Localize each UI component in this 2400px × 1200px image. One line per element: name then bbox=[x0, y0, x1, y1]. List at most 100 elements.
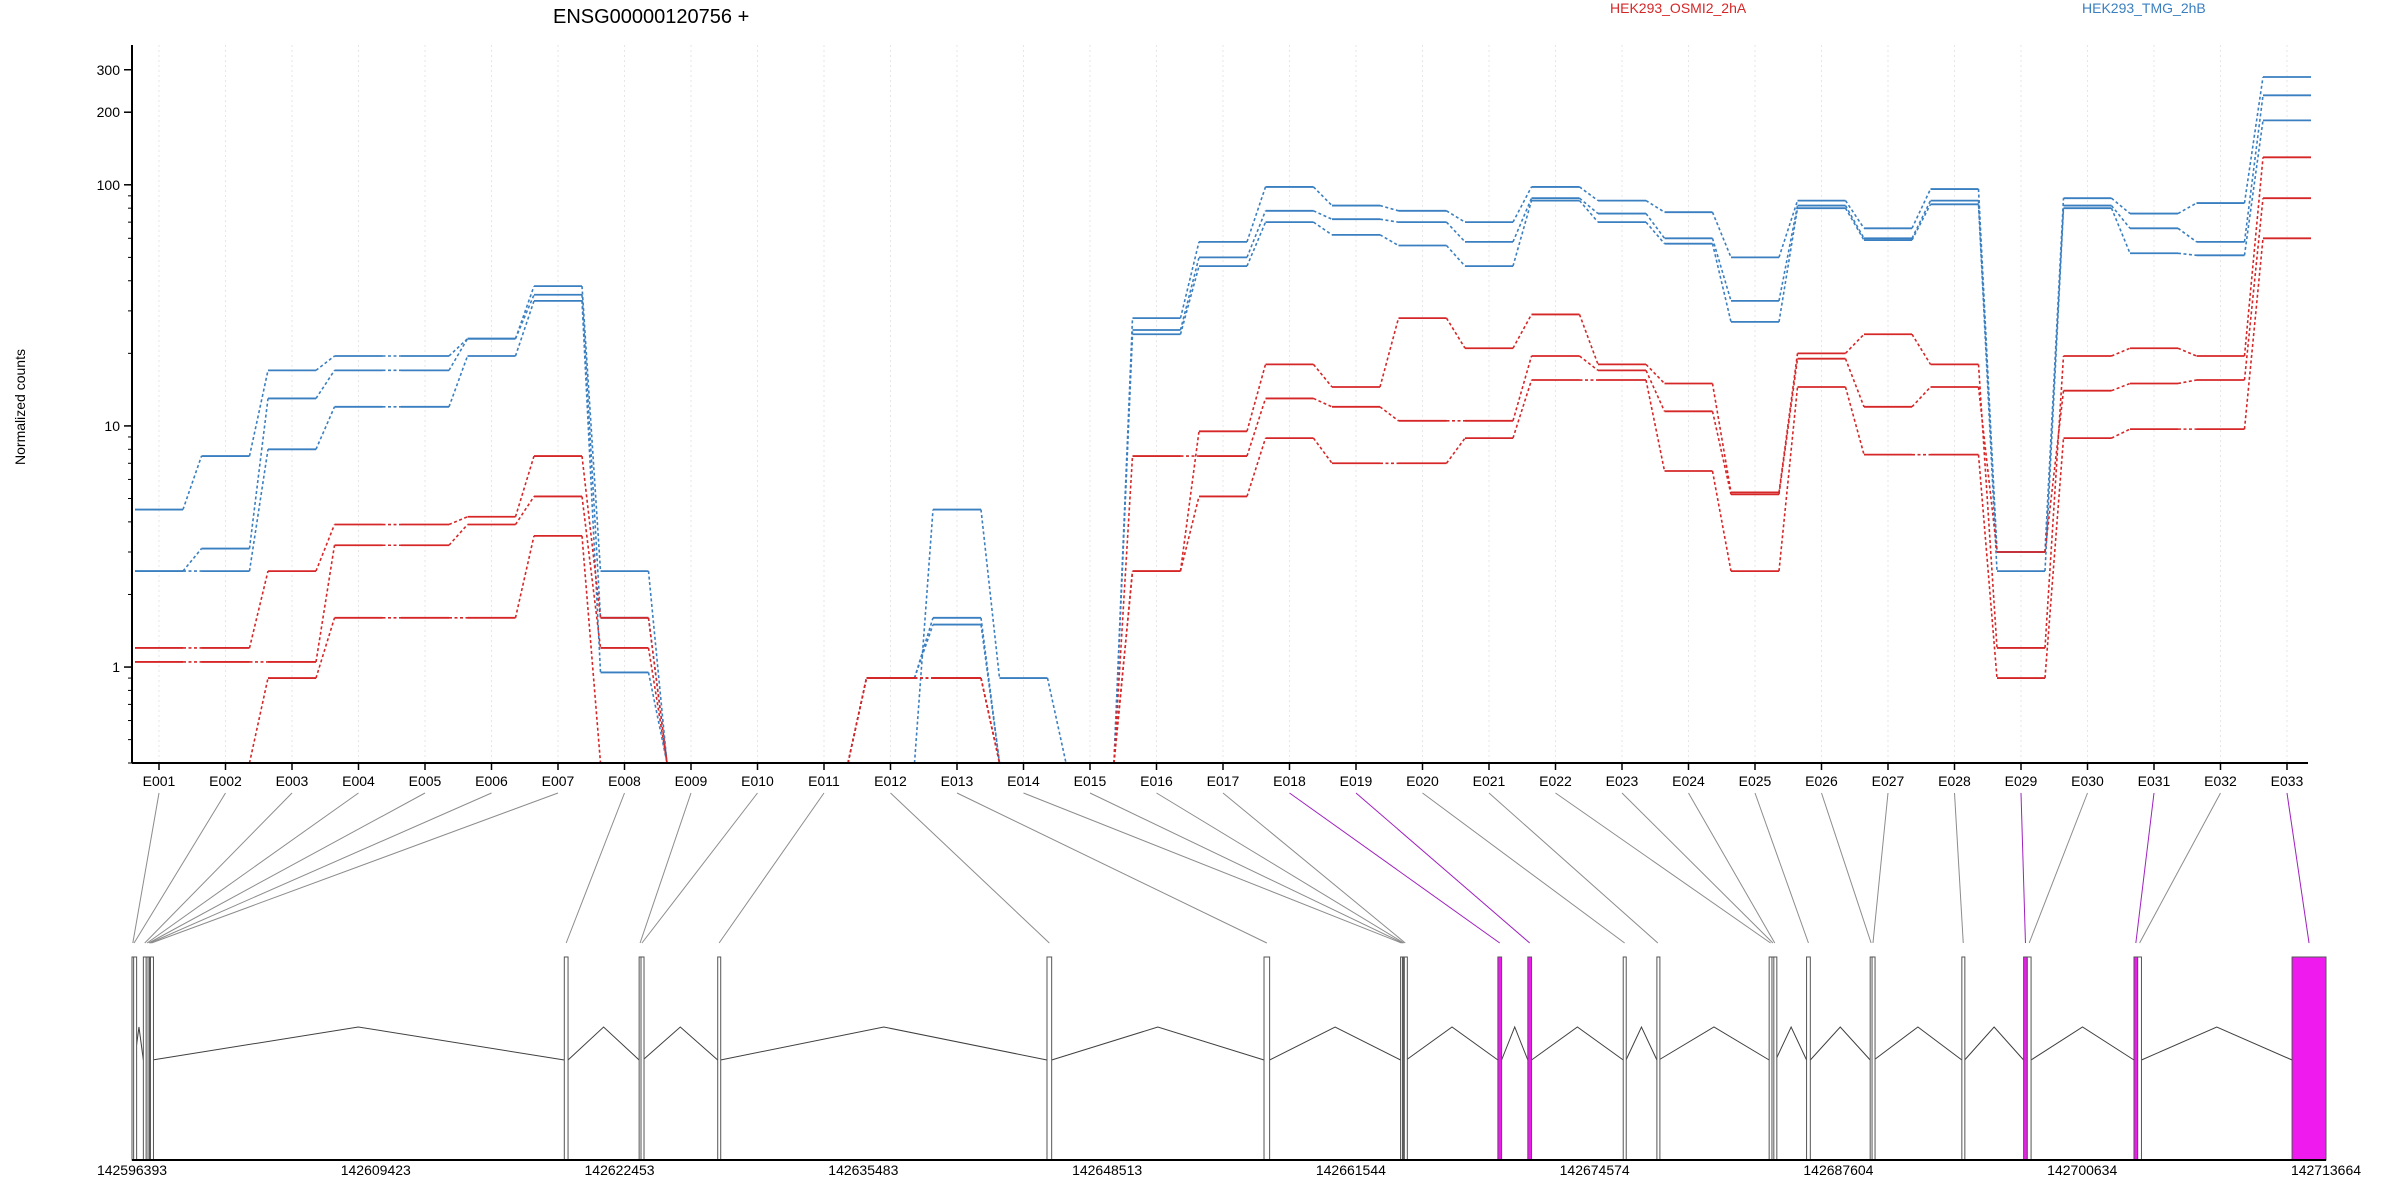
series-connector bbox=[248, 570, 269, 649]
x-tick-label: E008 bbox=[608, 773, 641, 789]
series-connector bbox=[248, 449, 269, 572]
series-connector bbox=[2243, 198, 2264, 381]
series-connector bbox=[1113, 334, 1134, 764]
exon-link bbox=[2286, 792, 2310, 944]
intron bbox=[2141, 1026, 2293, 1061]
legend-label-tmg: HEK293_TMG_2hB bbox=[2082, 0, 2206, 16]
genomic-tick-label: 142648513 bbox=[1072, 1162, 1142, 1178]
exon-link bbox=[1289, 792, 1501, 944]
series-connector bbox=[913, 624, 934, 679]
series-connector bbox=[1246, 186, 1267, 243]
series-connector bbox=[315, 524, 336, 572]
exon-block bbox=[2133, 956, 2139, 1161]
exon-link bbox=[132, 792, 160, 944]
series-connector bbox=[1046, 677, 1067, 764]
exon-block bbox=[2291, 956, 2327, 1161]
genomic-tick-label: 142596393 bbox=[97, 1162, 167, 1178]
series-connector bbox=[1711, 470, 1732, 572]
x-axis: E001 E002 E003 E004 E005 E006 E007 E008 E009 E010… bbox=[132, 762, 2308, 789]
series-connector bbox=[2044, 208, 2065, 572]
y-axis-label: Normalized counts bbox=[12, 349, 28, 465]
series-connector bbox=[1246, 221, 1267, 267]
exon-block bbox=[1806, 956, 1811, 1161]
y-tick-label: 10 bbox=[104, 418, 120, 434]
series-connector bbox=[1711, 238, 1732, 302]
series-connector bbox=[1977, 204, 1998, 572]
series-connector bbox=[1911, 203, 1932, 241]
exon-link bbox=[133, 792, 226, 944]
series-connector bbox=[1113, 571, 1134, 764]
exon-block bbox=[563, 956, 569, 1161]
x-tick-label: E030 bbox=[2071, 773, 2104, 789]
x-tick-label: E009 bbox=[675, 773, 708, 789]
series-connector bbox=[2243, 157, 2264, 357]
series-connector bbox=[1977, 364, 1998, 649]
y-tick-label: 1 bbox=[112, 659, 120, 675]
series-connector bbox=[1844, 200, 1865, 229]
series-connector bbox=[1179, 257, 1200, 331]
series-connector bbox=[514, 300, 535, 357]
x-tick-label: E025 bbox=[1739, 773, 1772, 789]
legend-label-osmi: HEK293_OSMI2_2hA bbox=[1610, 0, 1747, 16]
series-connector bbox=[1645, 221, 1666, 245]
y-tick-label: 200 bbox=[97, 104, 121, 120]
exon-block bbox=[2023, 956, 2028, 1161]
series-connector bbox=[1844, 205, 1865, 239]
intron bbox=[1775, 1025, 1808, 1061]
series-connector bbox=[315, 355, 335, 371]
x-tick-label: E013 bbox=[941, 773, 974, 789]
series-connector bbox=[448, 338, 469, 371]
chart-title: ENSG00000120756 + bbox=[553, 6, 749, 28]
intron bbox=[1269, 1026, 1401, 1061]
intron bbox=[1405, 1026, 1499, 1061]
x-tick-label: E031 bbox=[2138, 773, 2171, 789]
series-connector bbox=[315, 369, 336, 399]
series-connector bbox=[315, 545, 336, 663]
x-tick-label: E017 bbox=[1207, 773, 1240, 789]
exon-link bbox=[1156, 792, 1405, 944]
series-connector bbox=[1512, 314, 1533, 349]
x-tick-label: E018 bbox=[1273, 773, 1306, 789]
intron bbox=[1873, 1026, 1963, 1061]
series-connector bbox=[1445, 317, 1466, 349]
x-tick-label: E011 bbox=[808, 773, 840, 789]
exon-link bbox=[565, 792, 625, 944]
series-connector bbox=[2111, 428, 2131, 439]
x-tick-label: E024 bbox=[1672, 773, 1705, 789]
series-connector bbox=[1179, 241, 1200, 319]
exon-block bbox=[1046, 956, 1053, 1161]
series-connector bbox=[1911, 333, 1932, 365]
series-connector bbox=[448, 516, 468, 526]
exon-link bbox=[718, 792, 825, 944]
series-connector bbox=[581, 535, 602, 764]
exon-block bbox=[1527, 956, 1533, 1161]
series-connector bbox=[1778, 358, 1799, 495]
series-connector bbox=[248, 398, 269, 549]
series-connector bbox=[2044, 438, 2065, 679]
exon-link bbox=[1222, 792, 1406, 944]
series-connector bbox=[1445, 437, 1466, 464]
exon-link bbox=[1089, 792, 1404, 944]
series-connector bbox=[1844, 207, 1865, 241]
series-connector bbox=[980, 509, 1001, 679]
series-connector bbox=[1313, 210, 1333, 220]
x-tick-label: E029 bbox=[2005, 773, 2038, 789]
exon-link bbox=[144, 792, 293, 944]
series-connector bbox=[2177, 252, 2197, 257]
series-connector bbox=[1578, 200, 1599, 223]
exon-link bbox=[1954, 792, 1964, 944]
exon-link bbox=[2135, 792, 2155, 944]
exon-link bbox=[1488, 792, 1659, 944]
exon-link bbox=[146, 792, 359, 944]
series-connector bbox=[581, 455, 602, 618]
y-axis: 1 10 100 200 300 bbox=[97, 45, 133, 764]
exon-link bbox=[1023, 792, 1402, 944]
series-connector bbox=[2243, 238, 2264, 430]
series-connector bbox=[1645, 379, 1666, 472]
series-connector bbox=[514, 294, 535, 340]
series-connector bbox=[1312, 437, 1333, 464]
series-connector bbox=[1246, 210, 1267, 258]
series-connector bbox=[1312, 186, 1333, 207]
genomic-tick-label: 142700634 bbox=[2047, 1162, 2117, 1178]
series-connector bbox=[1246, 398, 1267, 457]
